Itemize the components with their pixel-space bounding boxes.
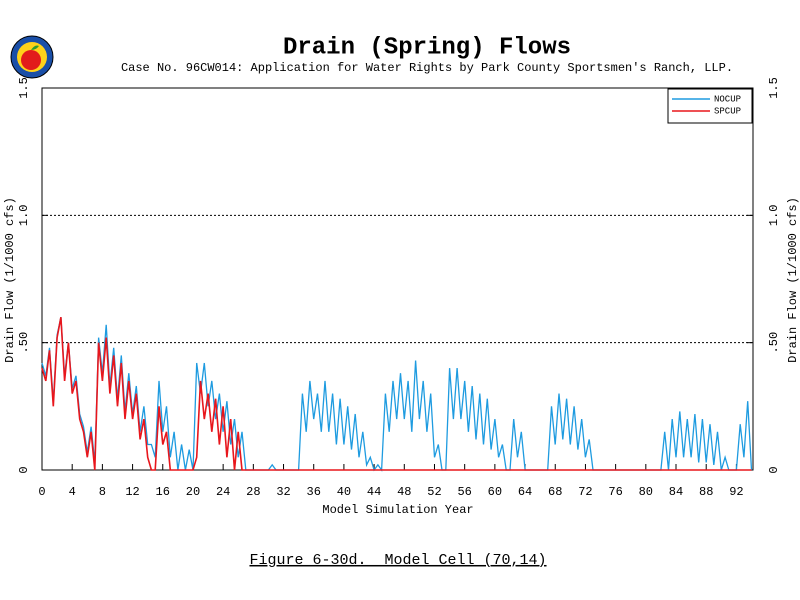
y-tick-label: 0 <box>17 466 31 473</box>
x-tick-label: 0 <box>38 485 45 499</box>
x-tick-label: 72 <box>578 485 592 499</box>
x-tick-label: 28 <box>246 485 260 499</box>
x-tick-label: 56 <box>457 485 471 499</box>
legend-label: NOCUP <box>714 94 741 104</box>
x-tick-label: 40 <box>337 485 351 499</box>
legend-box <box>667 88 753 124</box>
x-tick-label: 12 <box>125 485 139 499</box>
y2-tick-label: 0 <box>767 466 781 473</box>
x-tick-label: 20 <box>186 485 200 499</box>
x-tick-label: 36 <box>307 485 321 499</box>
x-tick-label: 52 <box>427 485 441 499</box>
chart-title: Drain (Spring) Flows <box>283 34 571 61</box>
y-tick-label: 1.0 <box>17 205 31 227</box>
x-tick-label: 60 <box>488 485 502 499</box>
logo <box>10 35 54 79</box>
chart-subtitle: Case No. 96CW014: Application for Water … <box>121 61 733 75</box>
x-tick-label: 8 <box>99 485 106 499</box>
data-line <box>41 317 753 472</box>
data-line <box>41 317 752 471</box>
x-tick-label: 68 <box>548 485 562 499</box>
y2-tick-label: .50 <box>767 332 781 354</box>
x-tick-label: 84 <box>669 485 683 499</box>
x-tick-label: 48 <box>397 485 411 499</box>
legend-label: SPCUP <box>714 106 741 116</box>
y2-axis-label: Drain Flow (1/1000 cfs) <box>786 197 800 363</box>
y2-tick-label: 1.5 <box>767 77 781 99</box>
figure-caption: Figure 6-30d. Model Cell (70,14) <box>249 552 546 569</box>
x-axis-label: Model Simulation Year <box>322 503 473 517</box>
x-tick-label: 80 <box>639 485 653 499</box>
x-tick-label: 44 <box>367 485 381 499</box>
x-tick-label: 16 <box>156 485 170 499</box>
x-tick-label: 4 <box>69 485 76 499</box>
x-tick-label: 76 <box>608 485 622 499</box>
y-axis-label: Drain Flow (1/1000 cfs) <box>3 197 17 363</box>
y-tick-label: 1.5 <box>17 77 31 99</box>
x-tick-label: 92 <box>729 485 743 499</box>
x-tick-label: 64 <box>518 485 532 499</box>
x-tick-label: 32 <box>276 485 290 499</box>
x-tick-label: 88 <box>699 485 713 499</box>
y-tick-label: .50 <box>17 332 31 354</box>
x-tick-label: 24 <box>216 485 230 499</box>
y2-tick-label: 1.0 <box>767 205 781 227</box>
